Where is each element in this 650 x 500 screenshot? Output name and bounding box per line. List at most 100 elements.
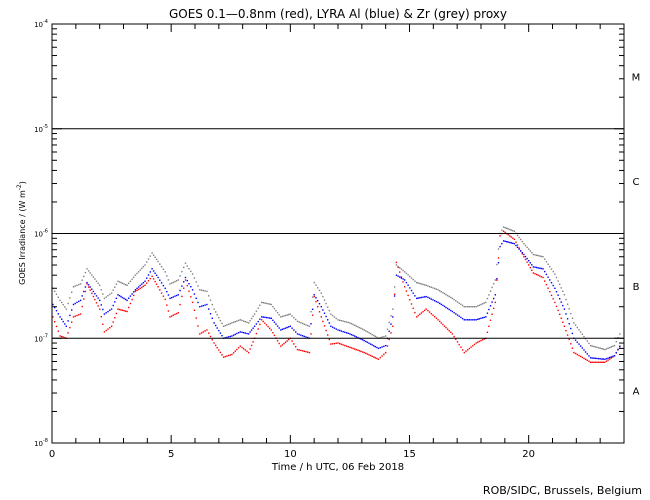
data-point <box>78 314 80 316</box>
data-point <box>409 287 411 289</box>
data-point <box>602 348 604 350</box>
data-point <box>249 331 251 333</box>
data-point <box>160 266 163 268</box>
data-point <box>120 309 122 311</box>
data-point <box>78 300 80 303</box>
data-point <box>74 302 76 305</box>
data-point <box>355 348 357 351</box>
data-point <box>528 260 530 262</box>
data-point <box>276 340 279 342</box>
data-point <box>518 248 520 250</box>
data-point <box>95 302 98 304</box>
data-point <box>110 292 113 294</box>
data-point <box>327 306 329 308</box>
data-point <box>392 308 394 310</box>
data-point <box>141 286 143 289</box>
data-point <box>174 313 176 316</box>
data-point <box>95 295 98 297</box>
data-point <box>142 282 145 284</box>
data-point <box>456 341 459 343</box>
data-point <box>535 254 538 256</box>
data-point <box>97 297 99 299</box>
data-point <box>345 321 348 323</box>
data-point <box>177 279 179 281</box>
data-point <box>265 302 268 305</box>
data-point <box>422 283 424 286</box>
data-point <box>291 340 293 342</box>
data-point <box>167 294 170 296</box>
data-point <box>363 329 365 331</box>
data-point <box>349 322 351 324</box>
data-point <box>89 272 91 274</box>
data-point <box>523 243 525 245</box>
data-point <box>455 300 457 302</box>
data-point <box>542 276 544 279</box>
data-point <box>269 317 271 319</box>
data-point <box>591 361 593 363</box>
data-point <box>478 318 481 320</box>
y-tick-base: 10 <box>34 21 43 29</box>
data-point <box>202 331 204 333</box>
data-point <box>404 286 406 288</box>
data-point <box>428 285 431 288</box>
data-point <box>131 298 133 301</box>
data-point <box>602 361 604 363</box>
data-point <box>562 290 564 292</box>
data-point <box>137 286 140 288</box>
data-point <box>164 271 166 273</box>
data-point <box>571 317 574 319</box>
data-point <box>170 282 173 284</box>
data-point <box>197 325 199 327</box>
data-point <box>594 346 597 348</box>
data-point <box>507 228 509 230</box>
data-point <box>347 346 349 348</box>
data-point <box>215 344 217 347</box>
data-point <box>224 324 226 327</box>
data-point <box>328 309 330 312</box>
data-point <box>605 360 608 362</box>
data-point <box>565 330 567 332</box>
data-point <box>337 342 339 344</box>
data-point <box>397 275 399 277</box>
data-point <box>172 281 174 284</box>
data-point <box>450 331 452 333</box>
data-point <box>402 278 404 280</box>
data-point <box>231 353 233 356</box>
data-point <box>289 325 291 327</box>
data-point <box>455 338 457 340</box>
data-point <box>597 361 600 363</box>
data-point <box>552 284 554 287</box>
data-point <box>250 329 253 331</box>
data-point <box>252 327 254 329</box>
data-point <box>562 321 564 323</box>
data-point <box>278 314 280 316</box>
data-point <box>195 297 197 299</box>
data-point <box>78 283 80 286</box>
data-point <box>467 319 469 321</box>
data-point <box>94 278 96 280</box>
data-point <box>320 292 322 294</box>
data-point <box>468 347 471 350</box>
data-point <box>481 339 484 341</box>
data-point <box>549 291 551 293</box>
data-point <box>510 229 512 231</box>
data-point <box>388 321 390 324</box>
data-point <box>448 295 450 298</box>
data-point <box>97 305 99 307</box>
data-point <box>425 295 427 298</box>
data-point <box>423 284 426 286</box>
data-point <box>100 289 102 291</box>
data-point <box>610 356 612 358</box>
series-goes-0-1-0-8nm <box>52 230 621 363</box>
y-axis-label-end: ) <box>18 181 27 184</box>
data-point <box>478 340 481 343</box>
data-point <box>458 315 460 317</box>
data-point <box>181 270 183 273</box>
data-point <box>333 342 336 345</box>
data-point <box>146 261 148 263</box>
data-point <box>219 351 222 354</box>
data-point <box>244 321 246 323</box>
data-point <box>399 271 401 273</box>
